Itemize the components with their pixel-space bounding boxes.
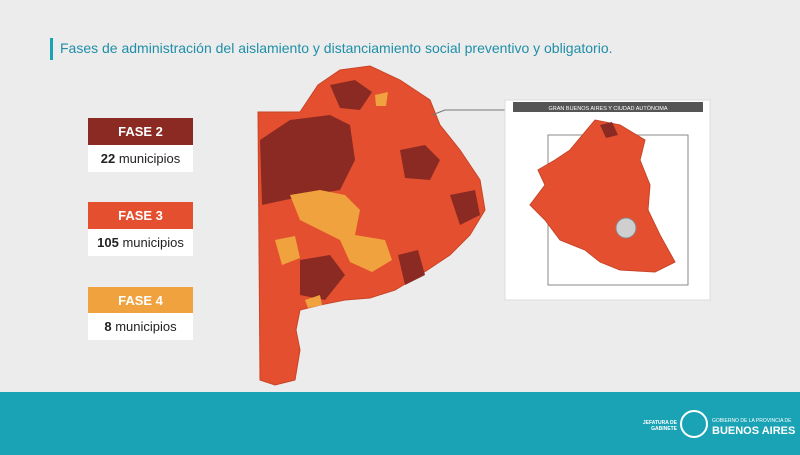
province (257, 65, 486, 386)
phase-count: 105 municipios (88, 229, 193, 256)
inset-header (513, 102, 703, 112)
phase-label: FASE 2 (88, 118, 193, 145)
inset-region (529, 119, 676, 273)
phase-label: FASE 3 (88, 202, 193, 229)
phase-label: FASE 4 (88, 287, 193, 314)
phase-count: 22 municipios (88, 145, 193, 172)
fase2-zone (400, 145, 440, 180)
footer-right-top: GOBIERNO DE LA PROVINCIA DE (712, 418, 792, 424)
map: GRAN BUENOS AIRES Y CIUDAD AUTÓNOMA (257, 65, 711, 386)
title-bar (50, 38, 53, 60)
footer-right-main: BUENOS AIRES (712, 425, 796, 437)
fase4-zone (275, 236, 300, 265)
connector (431, 109, 505, 116)
unit: municipios (118, 151, 181, 166)
fase2-zone (330, 80, 372, 110)
fase2-zone (300, 255, 345, 300)
fase2-zone (260, 115, 355, 205)
fase4-zone (305, 295, 322, 308)
inset-zone (600, 122, 618, 138)
footer (0, 392, 800, 455)
fase4-zone (375, 92, 388, 106)
caba (615, 217, 637, 239)
phase-count: 8 municipios (88, 313, 193, 340)
fase2-zone (398, 250, 425, 285)
unit: municipios (122, 235, 184, 250)
title: Fases de administración del aislamiento … (60, 40, 613, 56)
footer-left: JEFATURA DE GABINETE (642, 420, 677, 432)
inset-title: GRAN BUENOS AIRES Y CIUDAD AUTÓNOMA (549, 105, 668, 112)
count: 105 (97, 235, 119, 250)
unit: municipios (115, 319, 177, 334)
count: 8 (104, 319, 112, 334)
fase2-zone (450, 190, 480, 225)
fase4-zone (290, 190, 392, 272)
logo (680, 410, 708, 438)
count: 22 (100, 151, 116, 166)
